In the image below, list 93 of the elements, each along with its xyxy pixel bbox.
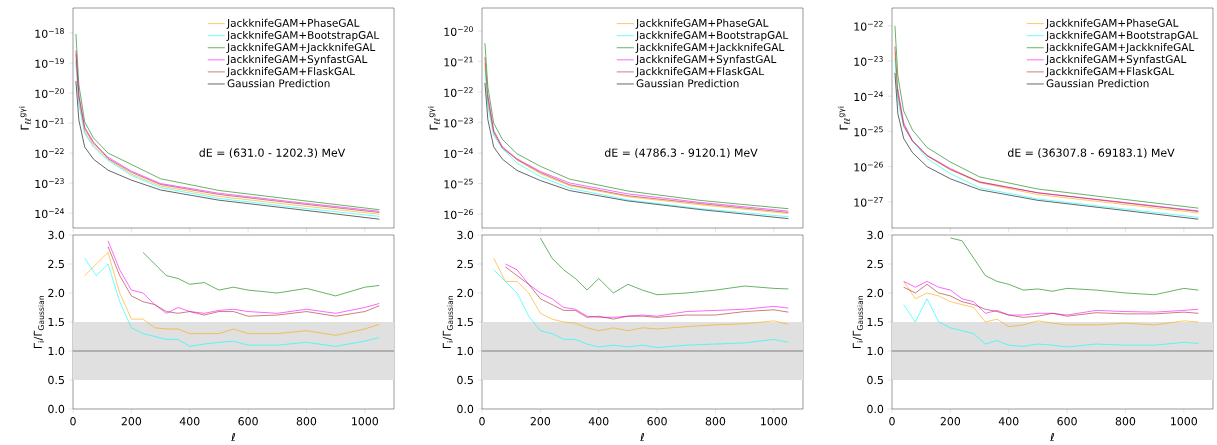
x-tick-label: 1000	[1171, 417, 1198, 426]
y-tick-label: 10$^{−22}$	[35, 148, 64, 159]
y-tick-label: 10$^{−25}$	[444, 178, 473, 189]
x-tick-label: 800	[1115, 417, 1136, 426]
x-tick-label: 0	[70, 417, 76, 426]
y-tick-label: 1.0	[457, 346, 474, 356]
y-tick-label: 0.5	[867, 375, 883, 385]
x-tick-label: 800	[705, 417, 726, 426]
y-tick-label: 2.5	[867, 259, 883, 269]
y-tick-label: 3.0	[457, 230, 474, 240]
y-tick-label: 2.0	[867, 288, 884, 298]
y-tick-label: 1.5	[867, 318, 883, 327]
y-tick-label: 3.0	[48, 230, 65, 240]
line-series	[540, 237, 789, 296]
legend-label: JackknifeGAM+BootstrapGAL	[635, 30, 789, 42]
y-axis-title: Γ$_{i}$/Γ$_{Gaussian}$	[442, 296, 453, 349]
y-tick-label: 2.0	[457, 288, 474, 298]
annotation: dE = (631.0 - 1202.3) MeV	[199, 148, 346, 159]
y-tick-label: 2.5	[48, 259, 64, 269]
x-tick-label: 200	[121, 417, 142, 426]
x-axis-title: ℓ	[231, 432, 236, 442]
x-axis-title: ℓ	[1050, 432, 1055, 442]
y-tick-label: 10$^{−18}$	[35, 28, 64, 38]
annotation: dE = (4786.3 - 9120.1) MeV	[604, 148, 758, 159]
y-tick-label: 10$^{−24}$	[854, 91, 883, 102]
line-series	[950, 237, 1199, 296]
y-tick-label: 10$^{−21}$	[444, 56, 473, 67]
y-tick-label: 10$^{−20}$	[35, 88, 64, 99]
line-series	[493, 269, 789, 348]
x-tick-label: 1000	[352, 417, 379, 426]
y-tick-label: 10$^{−26}$	[854, 161, 883, 172]
annotation: dE = (36307.8 - 69183.1) MeV	[1007, 148, 1175, 159]
legend-label: JackknifeGAM+FlaskGAL	[226, 67, 356, 78]
y-tick-label: 2.0	[48, 288, 65, 298]
y-tick-label: 1.0	[48, 346, 65, 356]
y-tick-label: 1.5	[48, 318, 64, 327]
x-tick-label: 600	[238, 417, 258, 426]
y-tick-label: 0.5	[48, 375, 64, 385]
x-tick-label: 400	[179, 417, 200, 426]
y-tick-label: 10$^{−23}$	[35, 178, 64, 189]
y-tick-label: 2.5	[457, 259, 473, 269]
y-tick-label: 10$^{−20}$	[444, 26, 473, 37]
legend-label: JackknifeGAM+PhaseGAL	[1045, 18, 1179, 29]
legend-label: JackknifeGAM+SynfastGAL	[635, 55, 777, 66]
x-tick-label: 600	[1057, 417, 1077, 426]
x-tick-label: 600	[647, 417, 667, 426]
legend-label: JackknifeGAM+BootstrapGAL	[226, 30, 380, 42]
legend-label: JackknifeGAM+SynfastGAL	[1045, 55, 1187, 66]
line-series	[493, 257, 789, 332]
x-tick-label: 400	[998, 417, 1019, 426]
x-tick-label: 400	[588, 417, 609, 426]
y-tick-label: 10$^{−24}$	[444, 148, 473, 159]
legend-label: Gaussian Prediction	[227, 79, 330, 88]
y-tick-label: 10$^{−23}$	[854, 56, 883, 66]
line-series	[487, 94, 789, 212]
x-tick-label: 200	[940, 417, 961, 426]
y-tick-label: 1.0	[867, 346, 884, 356]
y-tick-label: 0.0	[457, 404, 474, 414]
legend-label: JackknifeGAM+JackknifeGAL	[1045, 43, 1195, 54]
y-axis-title: Γ$_{i}$/Γ$_{Gaussian}$	[33, 296, 44, 349]
y-axis-title: Γ$_{i}$/Γ$_{Gaussian}$	[852, 296, 863, 349]
x-tick-label: 0	[889, 417, 895, 426]
y-tick-label: 3.0	[867, 230, 884, 240]
x-tick-label: 800	[296, 417, 317, 426]
legend-label: JackknifeGAM+BootstrapGAL	[1045, 30, 1199, 42]
y-tick-label: 10$^{−22}$	[444, 87, 473, 98]
x-tick-label: 1000	[761, 417, 788, 426]
legend-label: JackknifeGAM+SynfastGAL	[226, 55, 368, 66]
y-tick-label: 10$^{−25}$	[854, 126, 883, 137]
legend-label: Gaussian Prediction	[636, 79, 739, 88]
y-tick-label: 0.5	[457, 375, 473, 385]
y-tick-label: 10$^{−22}$	[854, 20, 883, 31]
line-series	[903, 281, 1199, 328]
legend-label: JackknifeGAM+FlaskGAL	[1045, 67, 1174, 78]
line-series	[903, 298, 1199, 348]
legend-label: JackknifeGAM+PhaseGAL	[635, 18, 769, 29]
y-tick-label: 10$^{−26}$	[444, 209, 473, 220]
legend-label: JackknifeGAM+JackknifeGAL	[635, 43, 785, 54]
x-tick-label: 200	[530, 417, 551, 426]
legend-label: JackknifeGAM+FlaskGAL	[635, 67, 764, 78]
y-tick-label: 1.5	[457, 318, 473, 327]
y-tick-label: 0.0	[48, 404, 65, 414]
y-tick-label: 10$^{−24}$	[35, 208, 64, 219]
y-tick-label: 10$^{−23}$	[444, 117, 473, 128]
legend-label: JackknifeGAM+PhaseGAL	[226, 18, 360, 29]
y-tick-label: 10$^{−19}$	[35, 58, 64, 69]
x-tick-label: 0	[479, 417, 485, 426]
legend-label: Gaussian Prediction	[1046, 79, 1149, 88]
y-tick-label: 10$^{−27}$	[854, 196, 883, 207]
x-axis-title: ℓ	[640, 432, 645, 442]
y-tick-label: 10$^{−21}$	[35, 118, 64, 129]
y-tick-label: 0.0	[867, 404, 884, 414]
legend-label: JackknifeGAM+JackknifeGAL	[226, 43, 376, 54]
